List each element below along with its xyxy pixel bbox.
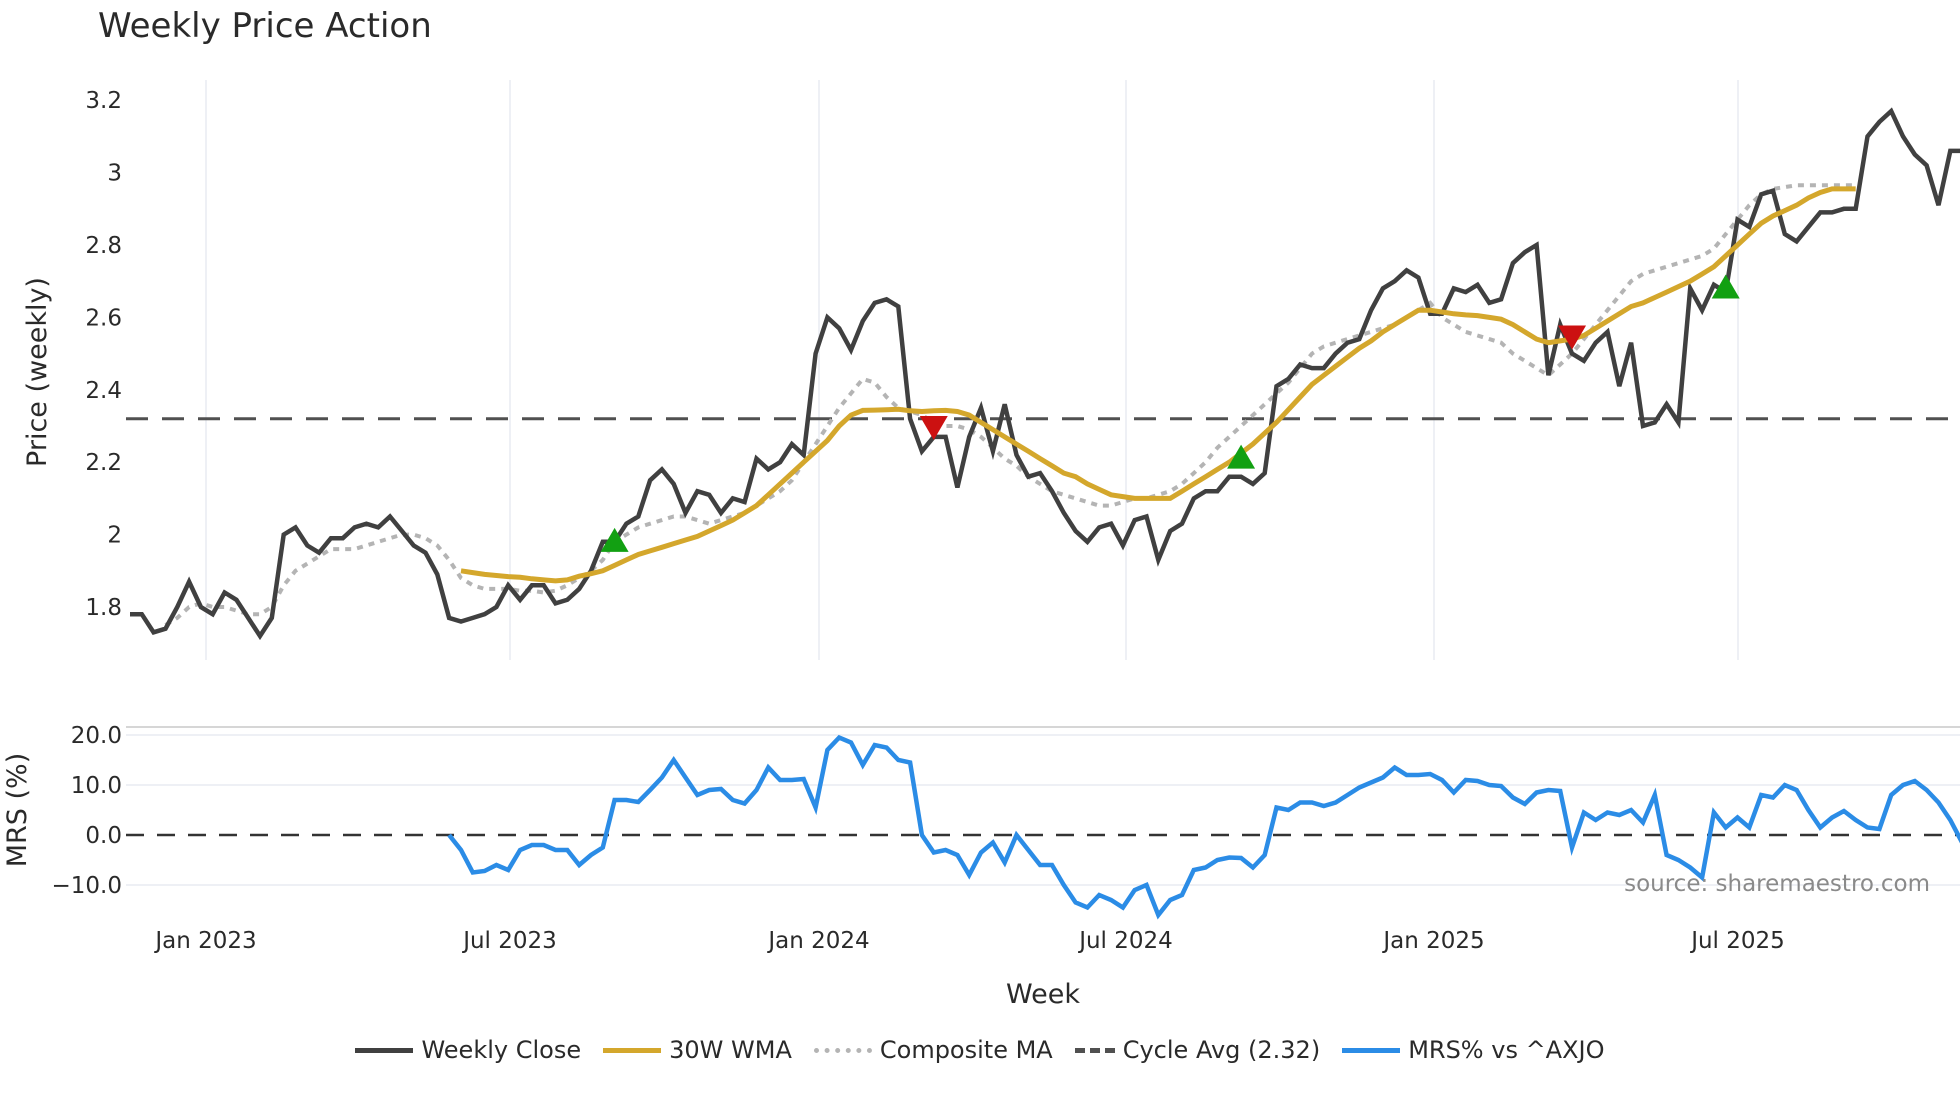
legend-swatch-icon bbox=[1074, 1047, 1115, 1053]
y-tick-label: −10.0 bbox=[52, 873, 122, 899]
chart-title: Weekly Price Action bbox=[98, 6, 432, 46]
y-tick-label: 3.2 bbox=[85, 88, 122, 114]
x-tick-label: Jul 2024 bbox=[1077, 928, 1173, 954]
legend-label: MRS% vs ^AXJO bbox=[1408, 1036, 1605, 1064]
mrs-y-axis: −10.0 0.0 10.0 20.0 bbox=[52, 723, 122, 899]
y-tick-label: 3 bbox=[107, 161, 122, 187]
signal-markers bbox=[600, 274, 1740, 552]
legend-label: Weekly Close bbox=[421, 1036, 582, 1064]
wma-line bbox=[460, 186, 1856, 584]
mrs-line bbox=[447, 734, 1960, 920]
composite-ma-line bbox=[164, 183, 1856, 627]
legend-item-weekly_close[interactable]: Weekly Close bbox=[355, 1036, 581, 1064]
x-axis: Jan 2023 Jul 2023 Jan 2024 Jul 2024 Jan 2025… bbox=[153, 928, 1784, 954]
legend-item-wma[interactable]: 30W WMA bbox=[603, 1036, 792, 1064]
price-plot bbox=[126, 107, 1960, 641]
y-tick-label: 10.0 bbox=[71, 773, 122, 799]
sell-signal-marker bbox=[1558, 325, 1587, 350]
y-tick-label: 2 bbox=[107, 523, 122, 549]
y-tick-label: 20.0 bbox=[71, 723, 122, 749]
legend-item-mrs[interactable]: MRS% vs ^AXJO bbox=[1342, 1036, 1605, 1064]
y-tick-label: 2.2 bbox=[85, 450, 122, 476]
y-tick-label: 2.6 bbox=[85, 305, 122, 331]
sell-signal-marker bbox=[919, 416, 948, 440]
price-y-axis: 1.8 2 2.2 2.4 2.6 2.8 3 3.2 bbox=[85, 88, 122, 621]
y-tick-label: 2.4 bbox=[85, 378, 122, 404]
source-note: source: sharemaestro.com bbox=[1624, 871, 1930, 897]
buy-signal-marker bbox=[1711, 274, 1740, 299]
legend-label: 30W WMA bbox=[669, 1036, 792, 1064]
legend: Weekly Close 30W WMA Composite MA Cycle Avg… bbox=[0, 1036, 1960, 1064]
legend-item-composite_ma[interactable]: Composite MA bbox=[813, 1036, 1053, 1064]
y-tick-label: 0.0 bbox=[85, 823, 122, 849]
x-tick-label: Jul 2023 bbox=[461, 928, 557, 954]
legend-swatch-icon bbox=[813, 1047, 872, 1053]
mrs-plot bbox=[447, 734, 1960, 920]
legend-swatch-icon bbox=[603, 1047, 662, 1053]
legend-label: Composite MA bbox=[879, 1036, 1053, 1064]
buy-signal-marker bbox=[600, 527, 629, 552]
legend-label: Cycle Avg (2.32) bbox=[1122, 1036, 1321, 1064]
price-grid bbox=[205, 80, 1739, 660]
price-y-axis-title: Price (weekly) bbox=[22, 277, 53, 467]
legend-item-cycle_avg[interactable]: Cycle Avg (2.32) bbox=[1074, 1036, 1321, 1064]
y-tick-label: 2.8 bbox=[85, 233, 122, 259]
legend-swatch-icon bbox=[1342, 1047, 1401, 1053]
mrs-grid bbox=[126, 734, 1960, 886]
y-tick-label: 1.8 bbox=[85, 595, 122, 621]
x-axis-title: Week bbox=[1006, 979, 1080, 1010]
mrs-y-axis-title: MRS (%) bbox=[2, 753, 33, 868]
weekly-close-line bbox=[130, 107, 1960, 641]
x-tick-label: Jul 2025 bbox=[1689, 928, 1785, 954]
buy-signal-marker bbox=[1227, 444, 1256, 469]
x-tick-label: Jan 2025 bbox=[1381, 928, 1484, 954]
x-tick-label: Jan 2024 bbox=[766, 928, 869, 954]
x-tick-label: Jan 2023 bbox=[153, 928, 256, 954]
legend-swatch-icon bbox=[355, 1047, 414, 1053]
